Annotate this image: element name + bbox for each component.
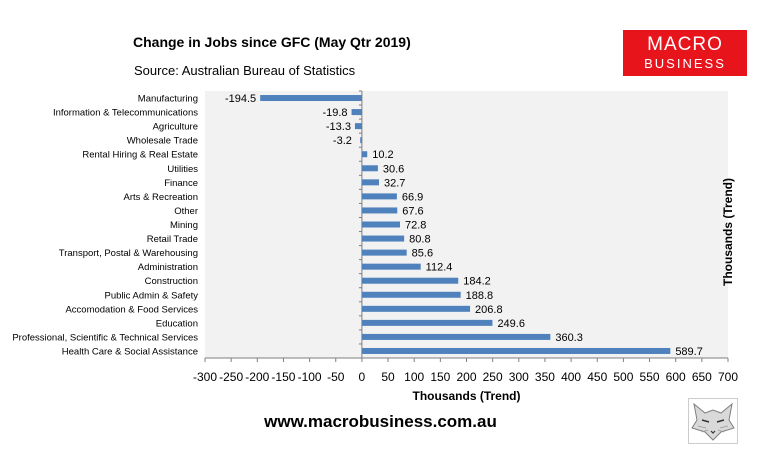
bar	[361, 193, 397, 200]
x-tick-label: -150	[271, 370, 295, 384]
bar	[361, 319, 493, 326]
data-label: -13.3	[326, 121, 351, 133]
logo-line-2: BUSINESS	[644, 56, 726, 71]
chart-title: Change in Jobs since GFC (May Qtr 2019)	[133, 34, 411, 50]
bar	[361, 249, 407, 256]
bar	[361, 221, 400, 228]
x-tick-label: 450	[587, 370, 607, 384]
x-tick-label: -100	[298, 370, 322, 384]
category-label: Retail Trade	[147, 234, 198, 245]
x-tick-label: -50	[327, 370, 345, 384]
data-label: 112.4	[426, 262, 453, 274]
bar	[361, 333, 551, 340]
category-label: Accomodation & Food Services	[65, 304, 198, 315]
data-label: 30.6	[383, 163, 404, 175]
data-label: 249.6	[497, 318, 525, 330]
x-tick-label: 0	[359, 370, 366, 384]
x-tick-label: 200	[456, 370, 476, 384]
x-tick-label: -200	[245, 370, 269, 384]
category-label: Arts & Recreation	[124, 192, 198, 203]
logo-line-1: MACRO	[647, 34, 723, 55]
x-tick-label: 400	[561, 370, 581, 384]
category-label: Finance	[164, 178, 198, 189]
category-label: Public Admin & Safety	[105, 290, 199, 301]
x-tick-label: -250	[219, 370, 243, 384]
macrobusiness-logo: MACRO BUSINESS	[623, 30, 747, 76]
category-label: Transport, Postal & Warehousing	[59, 248, 198, 259]
category-label: Agriculture	[153, 122, 198, 133]
data-label: 72.8	[405, 220, 426, 232]
x-axis-title: Thousands (Trend)	[413, 389, 521, 403]
data-label: -194.5	[225, 93, 256, 105]
category-label: Manufacturing	[138, 94, 198, 105]
data-label: 360.3	[555, 332, 583, 344]
plot-area	[205, 91, 728, 358]
data-label: 589.7	[675, 346, 703, 358]
x-tick-label: 300	[509, 370, 529, 384]
category-label: Rental Hiring & Real Estate	[82, 150, 198, 161]
data-label: 32.7	[384, 177, 405, 189]
x-tick-label: 700	[718, 370, 738, 384]
x-tick-label: -300	[193, 370, 217, 384]
y-axis-title: Thousands (Trend)	[721, 178, 735, 286]
bar	[361, 291, 461, 298]
bar	[361, 207, 398, 214]
category-label: Information & Telecommunications	[53, 108, 198, 119]
bar	[361, 179, 380, 186]
bar	[361, 263, 421, 270]
website-url: www.macrobusiness.com.au	[264, 412, 497, 431]
data-label: 206.8	[475, 304, 503, 316]
bar	[361, 165, 378, 172]
category-label: Other	[174, 206, 198, 217]
data-label: 188.8	[466, 290, 494, 302]
bar	[260, 95, 362, 102]
category-label: Mining	[170, 220, 198, 231]
x-tick-label: 550	[640, 370, 660, 384]
x-tick-label: 150	[430, 370, 450, 384]
data-label: 184.2	[463, 276, 491, 288]
bar	[361, 347, 671, 354]
data-label: 80.8	[409, 234, 430, 246]
bar	[361, 305, 471, 312]
category-label: Utilities	[167, 164, 198, 175]
data-label: -3.2	[333, 135, 352, 147]
x-tick-label: 350	[535, 370, 555, 384]
data-label: -19.8	[322, 107, 347, 119]
category-label: Professional, Scientific & Technical Ser…	[12, 332, 198, 343]
category-label: Education	[156, 318, 198, 329]
data-label: 66.9	[402, 191, 423, 203]
x-tick-label: 50	[381, 370, 395, 384]
x-tick-label: 100	[404, 370, 424, 384]
category-label: Construction	[145, 276, 198, 287]
category-label: Health Care & Social Assistance	[62, 346, 198, 357]
x-tick-label: 500	[613, 370, 633, 384]
bar	[360, 137, 362, 144]
category-label: Administration	[138, 262, 198, 273]
data-label: 85.6	[412, 248, 433, 260]
x-tick-label: 250	[483, 370, 503, 384]
bar	[354, 123, 362, 130]
bar	[361, 235, 405, 242]
data-label: 10.2	[372, 149, 393, 161]
x-tick-label: 600	[666, 370, 686, 384]
fox-icon	[688, 398, 738, 444]
bar	[361, 277, 459, 284]
x-tick-label: 650	[692, 370, 712, 384]
bar	[351, 109, 362, 116]
data-label: 67.6	[402, 205, 423, 217]
category-label: Wholesale Trade	[127, 136, 198, 147]
bar	[361, 151, 368, 158]
chart-subtitle: Source: Australian Bureau of Statistics	[134, 63, 356, 78]
